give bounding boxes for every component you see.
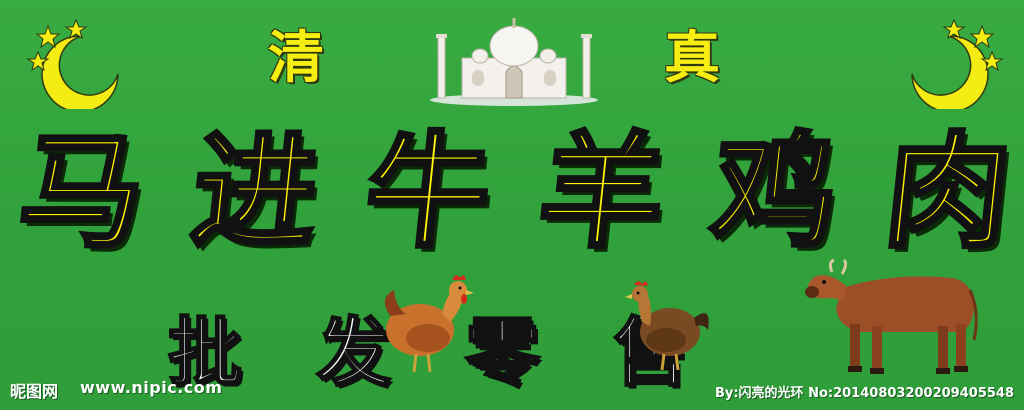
watermark-url: www.nipic.com bbox=[80, 378, 223, 397]
mosque-icon bbox=[428, 14, 600, 106]
headline-char: 牛 bbox=[357, 118, 500, 267]
headline-char: 羊 bbox=[530, 118, 673, 267]
headline-char: 马 bbox=[10, 118, 153, 267]
headline: 马 进 牛 羊 鸡 肉 bbox=[10, 118, 1019, 268]
halal-right-character: 真 bbox=[664, 25, 720, 91]
chicken-icon bbox=[620, 274, 715, 374]
chicken-icon bbox=[372, 268, 482, 378]
halal-left-character: 清 bbox=[268, 25, 324, 91]
subline-char: 批 bbox=[167, 310, 244, 396]
watermark-credit: By:闪亮的光环 No:20140803200209405548 bbox=[714, 386, 1014, 401]
cow-icon bbox=[802, 252, 982, 382]
crescent-and-stars-icon bbox=[20, 14, 130, 109]
subline-char: 零 bbox=[464, 310, 541, 396]
headline-char: 进 bbox=[184, 118, 327, 267]
headline-char: 肉 bbox=[876, 118, 1019, 267]
crescent-and-stars-icon bbox=[900, 14, 1010, 109]
headline-char: 鸡 bbox=[703, 118, 846, 267]
subline-char: 发 bbox=[315, 310, 392, 396]
watermark-logo: 昵图网 bbox=[10, 382, 59, 401]
